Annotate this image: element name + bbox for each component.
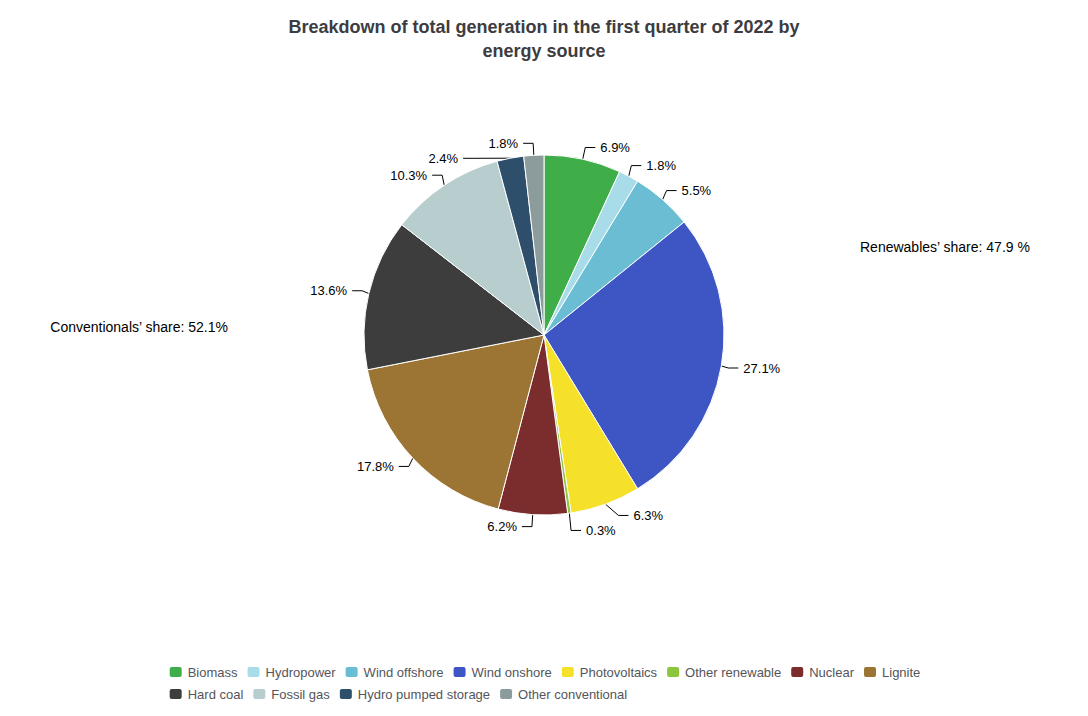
svg-text:Hydropower: Hydropower [266,665,337,680]
svg-text:Conventionals’ share: 52.1%: Conventionals’ share: 52.1% [50,319,228,335]
svg-text:energy source: energy source [482,41,605,61]
svg-text:13.6%: 13.6% [310,283,347,298]
svg-text:2.4%: 2.4% [428,151,458,166]
svg-text:Wind onshore: Wind onshore [472,665,552,680]
svg-text:6.3%: 6.3% [633,508,663,523]
svg-text:27.1%: 27.1% [743,361,780,376]
svg-text:6.2%: 6.2% [487,519,517,534]
svg-text:Hydro pumped storage: Hydro pumped storage [358,687,490,702]
svg-text:Biomass: Biomass [188,665,238,680]
svg-text:0.3%: 0.3% [586,523,616,538]
svg-text:5.5%: 5.5% [682,183,712,198]
svg-text:Fossil gas: Fossil gas [271,687,330,702]
svg-text:Hard coal: Hard coal [188,687,244,702]
svg-text:10.3%: 10.3% [390,168,427,183]
svg-text:Breakdown of total generation: Breakdown of total generation in the fir… [288,17,799,37]
svg-text:1.8%: 1.8% [646,158,676,173]
svg-text:6.9%: 6.9% [600,140,630,155]
svg-text:1.8%: 1.8% [489,136,519,151]
svg-text:Wind offshore: Wind offshore [364,665,444,680]
svg-text:17.8%: 17.8% [357,459,394,474]
svg-text:Photovoltaics: Photovoltaics [580,665,658,680]
svg-text:Other renewable: Other renewable [685,665,781,680]
svg-text:Lignite: Lignite [882,665,920,680]
svg-text:Other conventional: Other conventional [518,687,627,702]
svg-text:Nuclear: Nuclear [809,665,854,680]
svg-text:Renewables’ share: 47.9 %: Renewables’ share: 47.9 % [860,239,1030,255]
